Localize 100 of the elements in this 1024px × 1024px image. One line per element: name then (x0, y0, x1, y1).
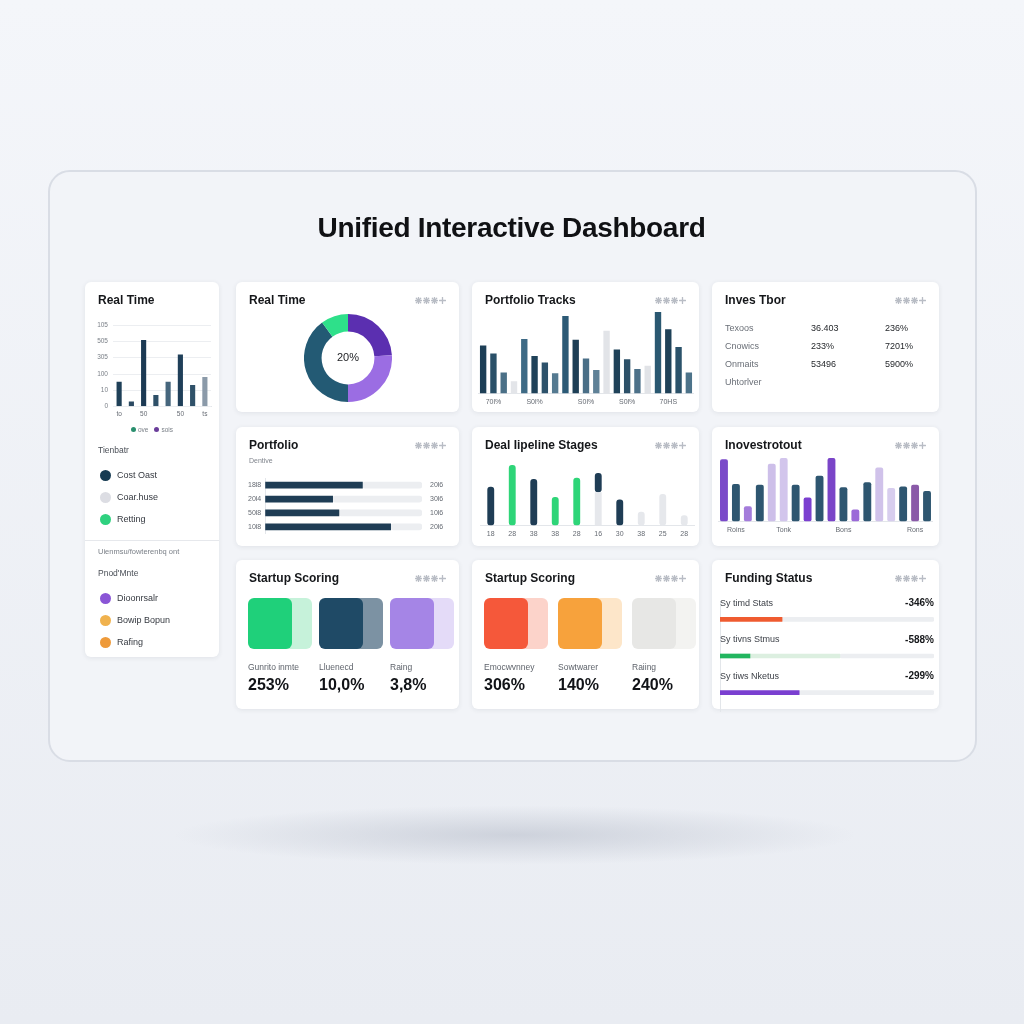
category-label: Raing (390, 662, 413, 672)
category-label: Rafing (117, 637, 144, 647)
category-label: Gunrito inmte (248, 662, 300, 672)
text: Cnowics (725, 341, 760, 351)
y-tick-label: Sy timd Stats (720, 597, 774, 608)
bar (911, 484, 920, 522)
category-label: Cost Oast (117, 470, 158, 480)
bar (116, 381, 122, 407)
text: Unified Interactive Dashboard (316, 212, 707, 244)
bar (603, 330, 610, 394)
text: Inves Tbor (725, 293, 786, 307)
bar (390, 523, 422, 531)
text: Tienbatr (98, 445, 129, 455)
bar (675, 347, 682, 394)
text: 233% (811, 341, 835, 351)
bar (685, 372, 693, 394)
bar (644, 365, 651, 394)
bar (781, 617, 934, 622)
bar (720, 459, 728, 522)
bar (562, 316, 569, 394)
y-tick-label: Sy tivns Stmus (720, 634, 781, 645)
text: 36.403 (811, 323, 839, 333)
bar (720, 690, 800, 695)
bar (731, 484, 740, 522)
category-label: Retting (117, 514, 146, 524)
bar (654, 312, 662, 394)
bar (803, 497, 812, 522)
bar (551, 497, 559, 526)
text: Startup Scoring (485, 571, 576, 585)
bar (190, 385, 196, 407)
bar (362, 481, 422, 489)
bar (839, 487, 848, 522)
category-label: Coar.huse (117, 492, 159, 502)
bar (551, 373, 559, 394)
bar (743, 506, 752, 522)
bar (623, 359, 631, 394)
bar (265, 481, 363, 489)
category-label: Lluenecd (319, 662, 354, 672)
bar (594, 492, 602, 526)
annotation: -346% (905, 597, 935, 609)
bar (634, 369, 641, 394)
text: Texoos (725, 323, 754, 333)
bar (779, 458, 788, 522)
text: 306% (484, 676, 525, 694)
annotation: -588% (905, 633, 935, 645)
bar (755, 484, 764, 522)
category-label: Raiing (632, 662, 657, 672)
bar (720, 617, 783, 622)
chart-title: Portfolio Tracks (485, 293, 576, 307)
text: Uhtorlver (725, 377, 762, 387)
bar (500, 372, 507, 394)
text: 140% (558, 676, 599, 694)
chart-title: Portfolio (249, 438, 299, 452)
bar (887, 487, 896, 522)
bar (338, 509, 422, 517)
text: 53496 (811, 359, 837, 369)
bar (665, 329, 672, 394)
text: 7201% (885, 341, 914, 351)
bar (791, 484, 800, 522)
bar (141, 340, 147, 407)
bar (767, 463, 776, 522)
bar (572, 339, 579, 394)
text: Pnod'Mnte (98, 568, 139, 578)
bar (508, 465, 516, 526)
bar (153, 394, 159, 407)
category-label: Bowip Bopun (117, 615, 171, 625)
bar (510, 381, 518, 394)
category-label: Sowtwarer (558, 662, 599, 672)
text: 10,0% (319, 676, 365, 694)
category-label: Emocwvnney (484, 662, 535, 672)
annotation: -299% (905, 670, 935, 682)
text: 253% (248, 676, 289, 694)
chart-title: Inovestrotout (725, 438, 802, 452)
chart-title: Funding Status (725, 571, 813, 585)
bar (479, 345, 487, 394)
bar (332, 495, 422, 503)
bar (490, 353, 497, 394)
bar (613, 349, 621, 394)
bar (165, 381, 171, 407)
bar (875, 467, 884, 522)
bar (923, 491, 931, 522)
text: 236% (885, 323, 909, 333)
bar (899, 486, 908, 522)
bar (521, 338, 528, 394)
bar (573, 477, 581, 526)
text: 240% (632, 676, 673, 694)
bar (202, 377, 208, 407)
category-label: Dioonrsalr (117, 593, 159, 603)
bar (863, 482, 872, 522)
y-tick-label: Sy tiws Nketus (720, 671, 780, 682)
chart-title: Real Time (249, 293, 306, 307)
text: Onmaits (725, 359, 759, 369)
bar (177, 354, 183, 407)
bar (593, 369, 600, 394)
chart-title: Real Time (98, 293, 155, 307)
bar (531, 356, 538, 394)
chart-title: Deal Iipeline Stages (485, 438, 598, 452)
bar (265, 523, 391, 531)
text: 3,8% (390, 676, 427, 694)
bar (798, 690, 934, 695)
